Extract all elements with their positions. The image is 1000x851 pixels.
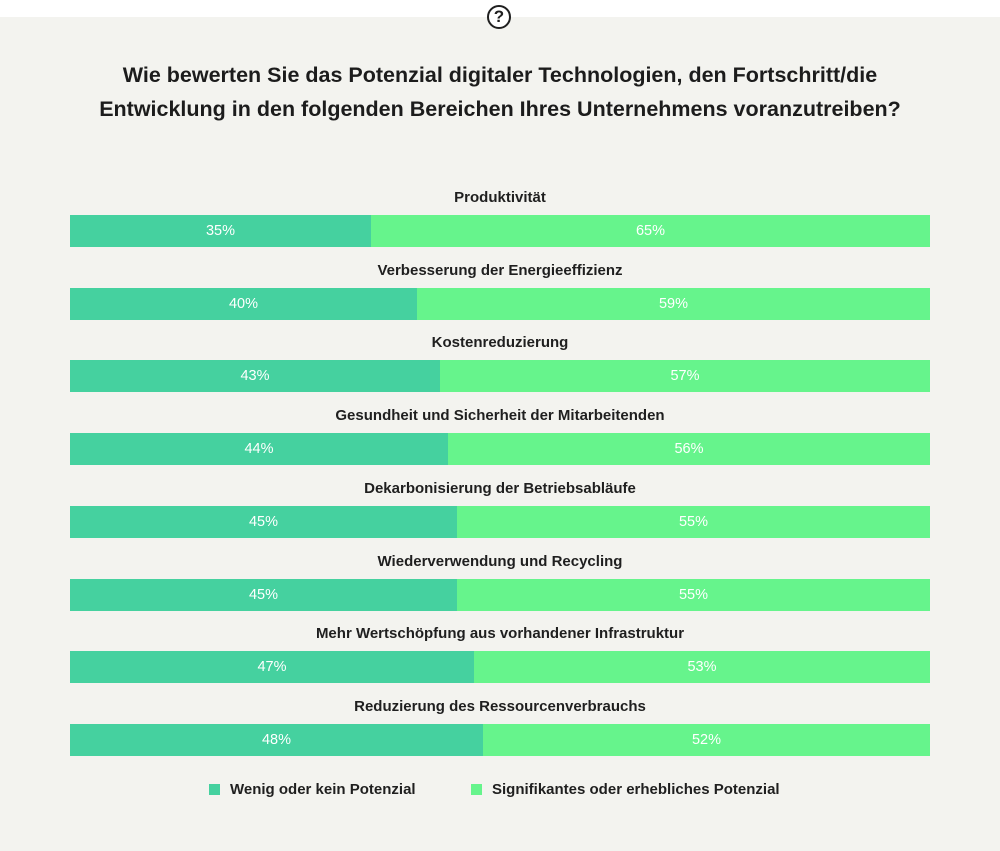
legend-label-high: Signifikantes oder erhebliches Potenzial [492, 781, 780, 798]
bar-segment-low: 45% [70, 505, 457, 538]
category-label: Dekarbonisierung der Betriebsabläufe [364, 479, 636, 497]
category-label: Gesundheit und Sicherheit der Mitarbeite… [335, 407, 665, 425]
category-label: Verbesserung der Energieeffizienz [377, 261, 623, 279]
bar-segment-low: 40% [70, 287, 417, 320]
legend-swatch-high [471, 784, 482, 795]
bar-segment-high: 55% [457, 578, 930, 611]
help-question-icon[interactable]: ? [487, 5, 511, 29]
bar-segment-low: 45% [70, 578, 457, 611]
bar-segment-high: 53% [474, 651, 930, 684]
legend: Wenig oder kein Potenzial Signifikantes … [0, 780, 1000, 800]
bar-segment-high: 57% [440, 360, 930, 393]
bar-segment-low: 44% [70, 433, 448, 466]
category-label: Wiederverwendung und Recycling [377, 552, 623, 570]
legend-label-low: Wenig oder kein Potenzial [230, 781, 416, 798]
legend-swatch-low [209, 784, 220, 795]
bar-segment-high: 52% [483, 723, 930, 756]
bar-segment-low: 43% [70, 360, 440, 393]
bar-segment-low: 48% [70, 723, 483, 756]
bar-segment-low: 47% [70, 651, 474, 684]
bar-segment-high: 59% [417, 287, 930, 320]
category-label: Kostenreduzierung [431, 334, 569, 352]
bar-segment-low: 35% [70, 215, 371, 247]
category-label: Reduzierung des Ressourcenverbrauchs [354, 697, 646, 715]
chart-title: Wie bewerten Sie das Potenzial digitaler… [99, 63, 901, 121]
bar-segment-high: 56% [448, 433, 930, 466]
bar-segment-high: 55% [457, 505, 930, 538]
category-label: Mehr Wertschöpfung aus vorhandener Infra… [315, 625, 685, 643]
bar-segment-high: 65% [371, 215, 930, 247]
category-label: Produktivität [454, 189, 546, 206]
